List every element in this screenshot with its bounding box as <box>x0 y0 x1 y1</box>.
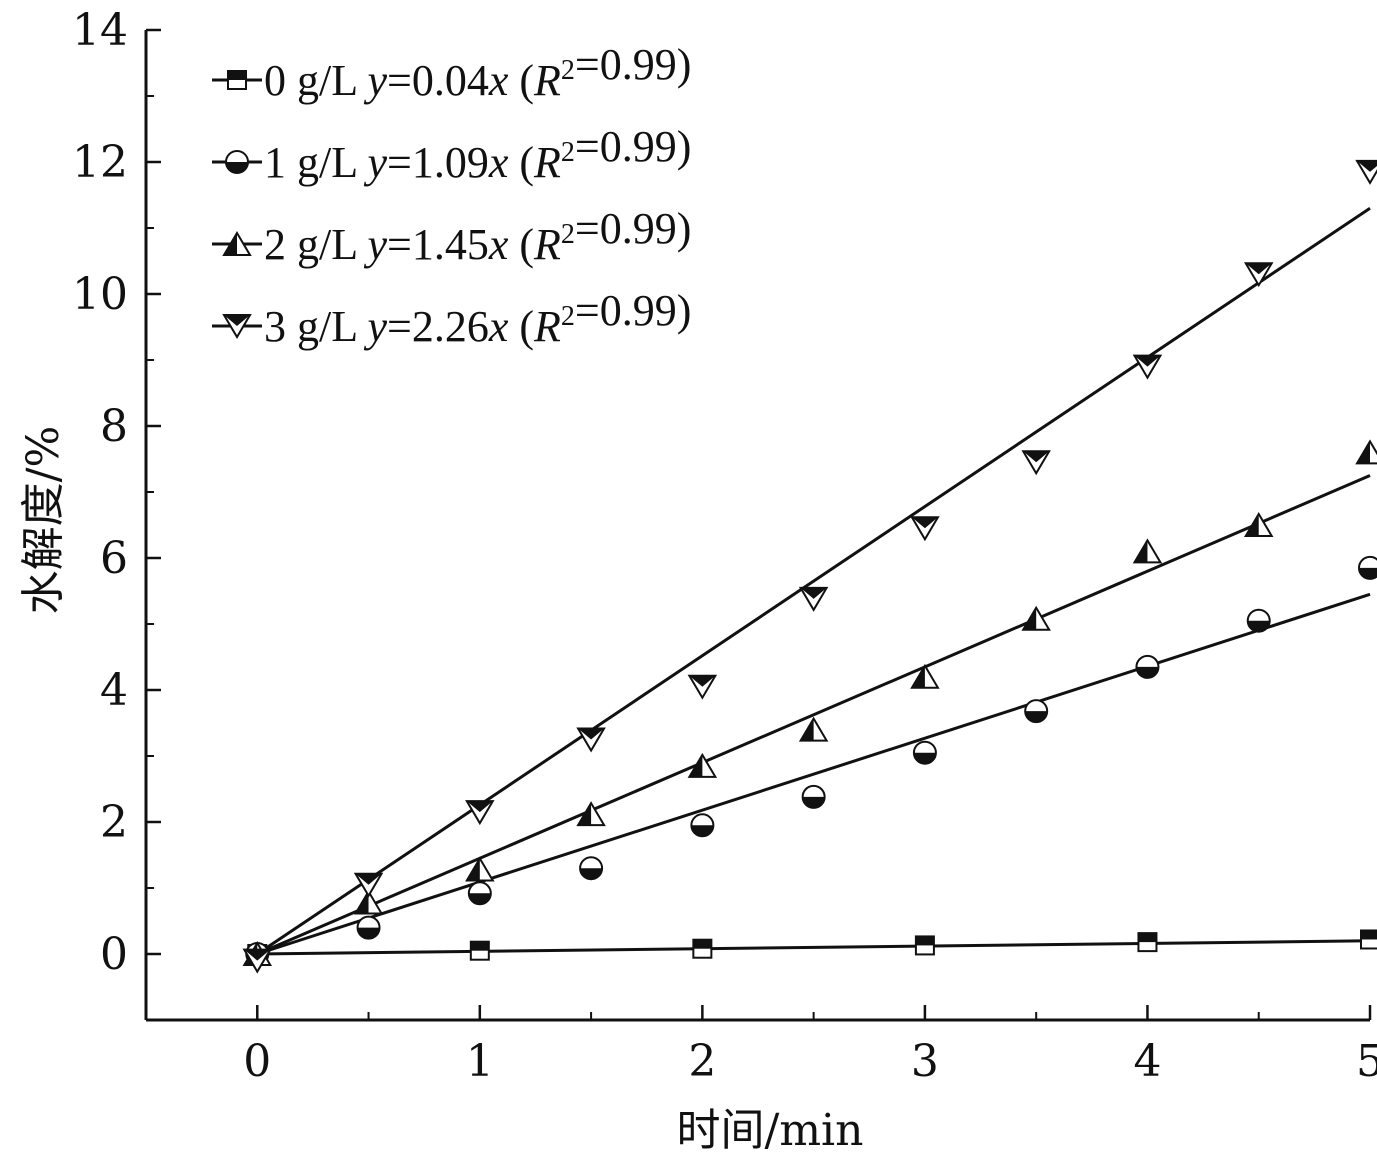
y-tick-label: 2 <box>100 797 128 848</box>
legend-marker <box>222 231 252 256</box>
axes <box>144 30 1370 1022</box>
legend-marker <box>227 70 247 90</box>
data-point <box>1360 929 1377 950</box>
legend-item: 1 g/L y=1.09x (R2=0.99) <box>212 122 691 187</box>
data-point <box>1355 439 1377 465</box>
legend-label: 3 g/L y=2.26x (R2=0.99) <box>264 286 691 351</box>
data-point <box>465 800 495 826</box>
fit-line <box>256 474 1371 956</box>
legend-label: 0 g/L y=0.04x (R2=0.99) <box>264 40 691 105</box>
data-point <box>801 784 826 809</box>
legend-marker <box>225 150 249 174</box>
x-tick-label: 1 <box>466 1036 494 1087</box>
data-point <box>1137 932 1158 953</box>
x-axis-label: 时间/min <box>677 1105 864 1156</box>
data-point <box>242 948 273 974</box>
data-point <box>1358 555 1377 580</box>
data-point <box>912 740 937 765</box>
x-tick-label: 4 <box>1133 1036 1161 1087</box>
y-tick-label: 12 <box>72 137 128 188</box>
y-tick-label: 6 <box>100 533 128 584</box>
data-point <box>356 915 381 940</box>
data-point <box>798 586 829 612</box>
fit-line <box>256 592 1371 956</box>
data-point <box>1246 608 1271 633</box>
data-point <box>1355 159 1377 185</box>
x-tick-label: 0 <box>243 1036 271 1087</box>
data-point <box>910 516 940 542</box>
data-point <box>690 813 715 838</box>
y-tick-label: 4 <box>100 665 128 716</box>
data-point <box>1132 538 1163 564</box>
data-point <box>467 881 492 906</box>
data-point <box>910 663 940 689</box>
x-tick-label: 2 <box>688 1036 716 1087</box>
legend-label: 2 g/L y=1.45x (R2=0.99) <box>264 204 691 269</box>
data-point <box>576 801 606 827</box>
data-point <box>914 935 935 956</box>
data-point <box>1024 699 1049 724</box>
data-point <box>1132 354 1163 380</box>
legend-item: 0 g/L y=0.04x (R2=0.99) <box>212 40 691 105</box>
data-points <box>242 159 1377 974</box>
fit-lines <box>256 206 1371 956</box>
legend-item: 2 g/L y=1.45x (R2=0.99) <box>212 204 691 269</box>
y-tick-label: 0 <box>100 929 128 980</box>
data-point <box>1243 512 1274 537</box>
data-point <box>579 856 604 881</box>
data-point <box>1135 654 1160 679</box>
y-axis-ticks: 0 2 4 6 8 10 12 14 <box>72 5 161 1021</box>
y-tick-label: 10 <box>72 269 128 320</box>
data-point <box>798 716 829 742</box>
y-axis-label: 水解度/% <box>18 426 69 615</box>
data-point <box>687 674 718 700</box>
legend: 0 g/L y=0.04x (R2=0.99) 1 g/L y=1.09x (R2… <box>212 40 691 351</box>
y-tick-label: 14 <box>72 5 128 56</box>
data-point <box>465 856 495 882</box>
fit-line <box>256 206 1371 956</box>
data-point <box>576 727 606 753</box>
data-point <box>1021 605 1051 631</box>
x-tick-label: 3 <box>911 1036 939 1087</box>
x-tick-label: 5 <box>1356 1036 1377 1087</box>
data-point <box>1021 450 1051 476</box>
data-point <box>353 889 384 915</box>
legend-item: 3 g/L y=2.26x (R2=0.99) <box>212 286 691 351</box>
y-tick-label: 8 <box>100 401 128 452</box>
data-point <box>692 938 713 959</box>
data-point <box>353 872 384 898</box>
x-axis-ticks: 0 1 2 3 4 5 <box>145 1005 1377 1087</box>
legend-label: 1 g/L y=1.09x (R2=0.99) <box>264 122 691 187</box>
legend-marker <box>222 314 252 339</box>
data-point <box>1243 262 1274 288</box>
data-point <box>687 752 718 778</box>
fit-line <box>257 939 1371 956</box>
data-point <box>469 940 490 961</box>
